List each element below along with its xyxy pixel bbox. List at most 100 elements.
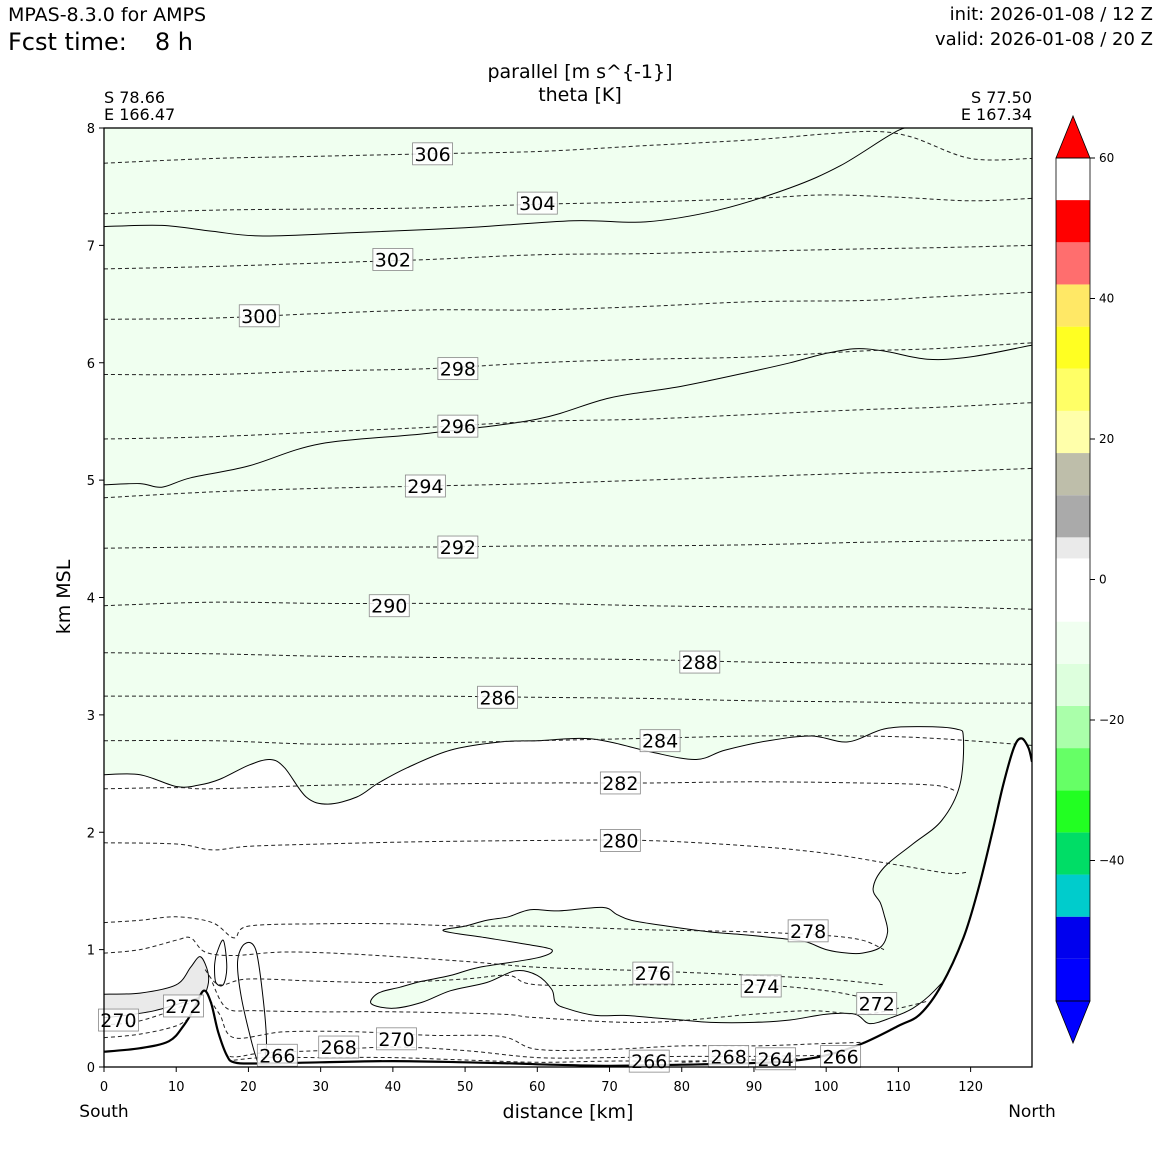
colorbar-segment <box>1056 537 1090 559</box>
theta-label-box <box>856 992 898 1016</box>
theta-label: 278 <box>787 919 829 943</box>
theta-label: 290 <box>368 594 410 618</box>
colorbar-segment <box>1056 495 1090 538</box>
x-tick-label: 30 <box>312 1080 329 1095</box>
theta-label-box <box>163 994 204 1018</box>
theta-label-text: 300 <box>241 306 277 328</box>
theta-contour-298 <box>104 342 1032 376</box>
forecast-time-label: Fcst time: <box>8 28 127 56</box>
theta-label: 280 <box>599 829 641 852</box>
theta-label-box <box>372 248 414 271</box>
theta-label: 264 <box>755 1047 797 1071</box>
x-tick-label: 20 <box>240 1080 257 1095</box>
theta-label-text: 268 <box>321 1037 357 1059</box>
theta-label: 272 <box>856 992 898 1016</box>
theta-label: 302 <box>372 248 414 271</box>
wind-contour-line <box>104 344 1032 488</box>
theta-label-text: 292 <box>440 537 476 559</box>
theta-label-box <box>477 685 518 709</box>
wind-contour-line <box>104 956 210 1019</box>
theta-label: 274 <box>740 974 782 998</box>
forecast-time: Fcst time: 8 h <box>8 28 193 56</box>
x-tick-label: 70 <box>601 1080 618 1095</box>
model-title: MPAS-8.3.0 for AMPS <box>8 4 207 26</box>
x-tick-label: 0 <box>100 1080 108 1095</box>
theta-contour-284 <box>104 735 1032 746</box>
theta-label-box <box>318 1035 360 1059</box>
y-axis-label: km MSL <box>53 559 75 634</box>
theta-label: 270 <box>98 1008 139 1032</box>
theta-contour-304 <box>104 194 1032 215</box>
colorbar-tick-label: 40 <box>1099 292 1114 306</box>
theta-label: 292 <box>437 535 479 559</box>
wind-shading <box>104 128 1032 1024</box>
y-tick-label: 7 <box>87 239 95 254</box>
right-end-latitude: S 77.50 <box>971 88 1032 107</box>
theta-label-box <box>238 304 280 328</box>
theta-contour-302 <box>104 244 1032 270</box>
theta-label-box <box>437 414 479 438</box>
theta-label-text: 296 <box>440 416 476 438</box>
colorbar-tick-label: −20 <box>1099 713 1124 727</box>
theta-label-box <box>599 771 641 795</box>
wind-contour-line <box>236 941 268 1067</box>
colorbar-segment <box>1056 284 1090 327</box>
wind-contours <box>104 128 1032 1067</box>
terrain-fill <box>104 738 1032 1067</box>
theta-label-text: 278 <box>790 921 826 943</box>
colorbar-tick-label: 20 <box>1099 432 1114 446</box>
theta-label-box <box>599 829 641 852</box>
theta-label: 268 <box>318 1035 360 1059</box>
y-tick-label: 1 <box>87 944 95 959</box>
theta-contour-274 <box>204 969 870 1000</box>
left-end-latitude: S 78.66 <box>104 88 165 107</box>
theta-contour-282 <box>104 781 957 792</box>
x-axis-ticks: 0 10 20 30 40 50 60 70 80 90 100 110 120 <box>100 1067 983 1095</box>
theta-contour-292 <box>104 539 1032 549</box>
colorbar-tick-label: 60 <box>1099 151 1114 165</box>
theta-label-box <box>632 961 674 985</box>
theta-label: 294 <box>404 474 446 498</box>
theta-contour-296 <box>104 402 1032 440</box>
terrain <box>104 737 1032 1067</box>
theta-label-box <box>740 974 782 998</box>
colorbar-tick-label: −40 <box>1099 854 1124 868</box>
theta-label: 284 <box>639 729 681 753</box>
left-end-longitude: E 166.47 <box>104 105 175 124</box>
theta-contour-278 <box>104 916 885 951</box>
theta-label-text: 286 <box>479 687 515 709</box>
south-direction-label: South <box>79 1102 128 1122</box>
theta-label-text: 268 <box>711 1046 747 1068</box>
theta-label: 268 <box>708 1045 750 1068</box>
theta-label: 282 <box>599 771 641 795</box>
colorbar-segment <box>1056 600 1090 622</box>
theta-label-text: 274 <box>743 976 779 998</box>
colorbar-segment <box>1056 916 1090 959</box>
theta-contour-276 <box>104 936 885 986</box>
theta-contour-290 <box>104 601 1032 610</box>
init-time: init: 2026-01-08 / 12 Z <box>949 4 1153 25</box>
theta-label-box <box>437 535 479 559</box>
theta-label-box <box>404 474 446 498</box>
theta-label-text: 270 <box>100 1010 136 1032</box>
theta-label-text: 264 <box>757 1049 793 1071</box>
y-tick-label: 8 <box>87 122 95 137</box>
theta-label-text: 270 <box>378 1029 414 1051</box>
theta-label-text: 272 <box>165 996 201 1018</box>
colorbar-segment <box>1056 663 1090 706</box>
wind-region-fill <box>104 128 1032 1024</box>
theta-label-text: 284 <box>642 731 678 753</box>
theta-label: 306 <box>412 142 453 166</box>
theta-contour-306 <box>104 130 1032 164</box>
colorbar-segment <box>1056 958 1090 1001</box>
x-axis-label: distance [km] <box>503 1101 634 1123</box>
theta-label-text: 288 <box>682 652 718 674</box>
theta-label-box <box>256 1043 298 1067</box>
theta-label: 288 <box>679 650 721 674</box>
colorbar-over-extension <box>1055 114 1091 159</box>
theta-label-box <box>639 729 681 753</box>
y-tick-label: 2 <box>87 826 95 841</box>
theta-label-text: 282 <box>602 773 638 795</box>
